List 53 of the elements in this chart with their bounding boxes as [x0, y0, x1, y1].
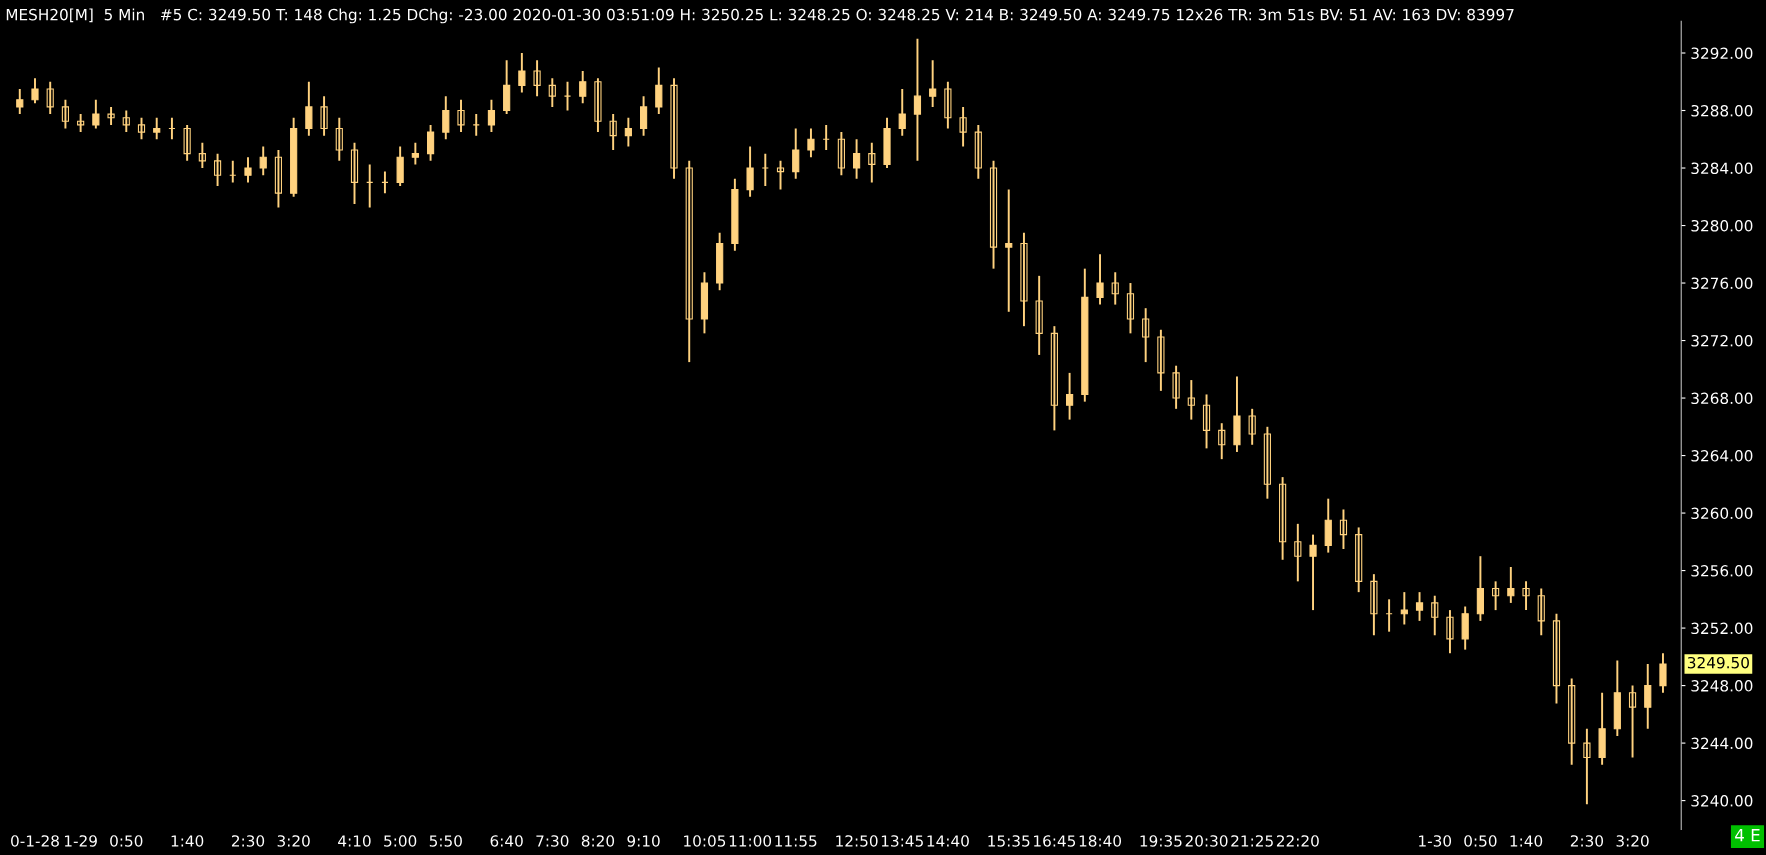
y-tick-label: 3292.00: [1691, 47, 1753, 60]
x-tick-label: 22:20: [1276, 835, 1319, 847]
candlestick: [137, 116, 146, 141]
x-tick-label: 3:20: [277, 835, 310, 847]
y-tick-label: 3252.00: [1691, 622, 1753, 635]
x-tick-label: 5:00: [384, 835, 417, 847]
x-tick-label: 2:30: [231, 835, 265, 847]
x-tick-label: 7:30: [536, 835, 569, 847]
x-tick-label: 0:50: [110, 835, 143, 847]
y-tick-label: 3268.00: [1691, 392, 1753, 405]
y-tick-label: 3240.00: [1691, 795, 1753, 807]
x-tick-label: 11:00: [729, 835, 772, 847]
x-tick-label: 0:50: [1464, 835, 1497, 847]
y-tick-label: 3264.00: [1691, 450, 1753, 462]
y-tick-label: 3272.00: [1691, 335, 1753, 347]
y-tick-label: 3248.00: [1691, 680, 1753, 692]
y-tick-label: 3276.00: [1691, 277, 1753, 290]
x-tick-label: 6:40: [490, 835, 523, 847]
chart-title: MESH20[M] 5 Min #5 C: 3249.50 T: 148 Chg: 1.25 DChg: -23.00 2020-01-30 03:51:09 H: 3250.25 L: 3248.25 O: 3248.25 V: 214 B: 3249.50 A: 3249.75 12x26 TR: 3m 51s BV: 51 AV: 163 DV: 83997: [6, 8, 1514, 24]
x-tick-label: 15:35: [988, 835, 1030, 847]
y-tick-label: 3284.00: [1691, 162, 1753, 175]
x-tick-label: 1-29: [64, 835, 97, 847]
candlestick: [776, 159, 785, 191]
y-tick-label: 3244.00: [1691, 737, 1753, 750]
y-tick-label: 3280.00: [1691, 219, 1753, 232]
x-tick-label: 2:30: [1570, 835, 1604, 847]
candlestick: [107, 105, 115, 126]
x-tick-label: 5:50: [429, 835, 462, 847]
candlestick: [92, 98, 100, 130]
x-tick-label: 1:40: [1510, 835, 1543, 847]
x-tick-label: 4:10: [338, 835, 371, 847]
x-tick-label: 1:40: [171, 835, 204, 847]
x-tick-label: 3:20: [1616, 835, 1649, 847]
x-tick-label: 18:40: [1079, 835, 1122, 847]
y-tick-label: 3256.00: [1691, 565, 1753, 577]
y-tick-label: 3260.00: [1691, 507, 1753, 520]
x-tick-label: 10:05: [684, 835, 726, 847]
text: 3249.50: [1687, 656, 1749, 669]
x-tick-label: 16:45: [1034, 835, 1076, 847]
text: 4 E: [1735, 829, 1760, 842]
x-tick-label: 20:30: [1185, 835, 1228, 847]
x-tick-label: 19:35: [1140, 835, 1182, 847]
x-tick-label: 11:55: [775, 835, 817, 847]
x-tick-label: 14:40: [927, 835, 969, 847]
x-tick-label: 13:45: [881, 835, 923, 847]
x-tick-label: 0-1-28: [11, 835, 59, 847]
x-tick-label: 1-30: [1419, 835, 1452, 847]
candlestick: [244, 156, 252, 184]
x-tick-label: 12:50: [836, 835, 878, 847]
x-tick-label: 8:20: [581, 835, 615, 847]
x-tick-label: 21:25: [1231, 835, 1273, 847]
y-tick-label: 3288.00: [1691, 104, 1753, 117]
x-tick-label: 9:10: [627, 835, 660, 847]
